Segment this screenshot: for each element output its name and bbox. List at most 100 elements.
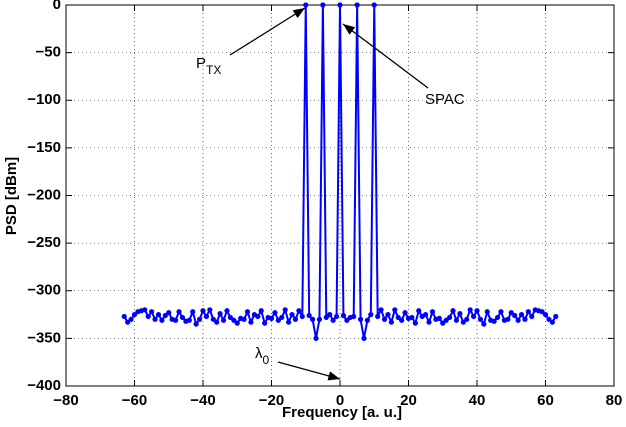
data-point <box>289 311 295 318</box>
data-point <box>258 308 264 314</box>
data-point <box>217 311 223 317</box>
y-tick-label: −50 <box>36 44 61 61</box>
y-tick-label: −400 <box>27 377 61 394</box>
data-point <box>412 320 418 326</box>
x-tick-label: −80 <box>53 392 78 409</box>
data-point <box>155 311 162 318</box>
data-point <box>474 308 480 314</box>
data-point <box>286 319 292 325</box>
data-point <box>159 317 165 323</box>
data-point <box>190 309 196 315</box>
data-point <box>357 316 364 322</box>
data-point <box>275 317 281 323</box>
data-point <box>392 307 398 313</box>
data-point <box>173 317 179 323</box>
annotation-subscript: TX <box>206 63 221 77</box>
data-point <box>364 317 370 323</box>
data-point <box>436 315 442 321</box>
data-point <box>142 307 148 313</box>
data-point <box>368 311 374 318</box>
data-point <box>385 311 391 318</box>
data-point <box>494 314 501 321</box>
data-point <box>145 313 151 320</box>
data-point <box>323 314 329 321</box>
y-tick-label: −300 <box>27 282 61 299</box>
x-tick-label: 80 <box>606 392 623 409</box>
data-point <box>272 310 278 316</box>
data-point <box>481 321 487 327</box>
data-point <box>121 313 127 320</box>
data-point <box>399 317 405 323</box>
data-point <box>303 2 309 8</box>
data-point <box>344 317 350 323</box>
data-point <box>498 309 504 315</box>
data-point <box>320 2 326 8</box>
data-point <box>327 311 333 318</box>
data-point <box>361 335 367 341</box>
data-point <box>333 313 340 320</box>
data-point <box>193 321 199 327</box>
data-point <box>375 313 381 320</box>
data-point <box>416 308 422 314</box>
data-point <box>214 319 220 325</box>
annotation-text: SPAC <box>425 91 465 108</box>
data-point <box>546 316 552 322</box>
data-point <box>450 308 456 314</box>
data-point <box>203 313 210 320</box>
data-point <box>340 312 347 319</box>
data-point <box>337 2 343 8</box>
data-point <box>542 311 549 318</box>
data-point <box>354 2 360 8</box>
data-point <box>207 307 213 313</box>
annotation-arrow <box>277 361 341 381</box>
data-point <box>149 309 155 315</box>
data-point <box>262 320 268 326</box>
data-point <box>248 319 254 325</box>
data-point <box>210 316 216 322</box>
data-point <box>220 317 227 323</box>
data-point <box>508 310 514 316</box>
data-point <box>515 317 521 323</box>
data-point <box>505 316 511 322</box>
data-point <box>378 307 384 313</box>
x-tick-label: 0 <box>336 392 344 409</box>
data-point <box>402 310 408 316</box>
data-point <box>330 317 336 323</box>
data-point <box>224 308 230 314</box>
data-point <box>279 314 285 321</box>
data-point <box>176 309 182 315</box>
data-point <box>381 316 388 322</box>
x-tick-label: 60 <box>537 392 554 409</box>
data-point <box>255 313 261 320</box>
y-tick-label: −200 <box>27 186 61 203</box>
data-point <box>282 307 288 313</box>
data-point <box>443 317 449 323</box>
data-point <box>162 312 168 319</box>
data-point <box>457 311 463 317</box>
data-point <box>539 309 545 315</box>
data-point <box>525 309 531 315</box>
annotation-text: P <box>196 55 206 72</box>
data-point <box>409 314 415 321</box>
data-point <box>351 313 357 320</box>
data-point <box>131 311 138 318</box>
data-point <box>440 320 446 326</box>
data-point <box>460 319 466 325</box>
data-line <box>123 4 557 340</box>
data-point <box>241 316 247 322</box>
y-tick-label: 0 <box>53 0 61 13</box>
data-point <box>447 314 453 321</box>
data-point <box>464 316 470 322</box>
data-point <box>196 316 203 322</box>
data-point <box>128 316 134 322</box>
data-point <box>179 314 186 321</box>
y-tick-label: −150 <box>27 139 61 156</box>
annotation-text: λ <box>255 345 263 362</box>
annotation: λ0 <box>255 345 270 367</box>
data-point <box>152 316 158 322</box>
y-tick-label: −100 <box>27 91 61 108</box>
y-tick-label: −350 <box>27 329 61 346</box>
x-tick-label: −40 <box>190 392 215 409</box>
